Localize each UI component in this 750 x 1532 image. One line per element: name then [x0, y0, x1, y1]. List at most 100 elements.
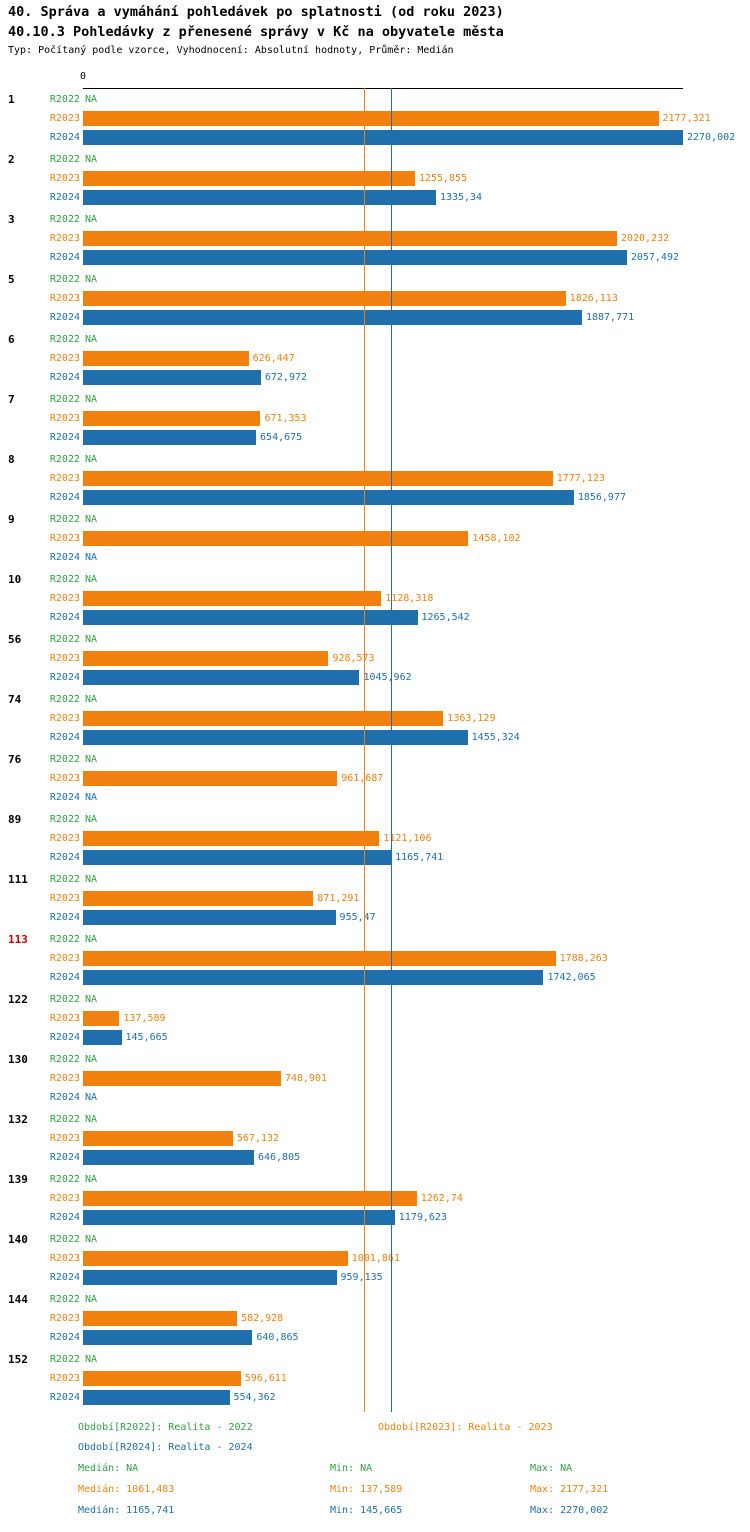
bar-row-r2023: R2023 2177,321 [0, 109, 750, 128]
bar-row-r2024: R2024 1856,977 [0, 488, 750, 507]
value-label: 137,589 [123, 1013, 166, 1024]
bar-r2023 [83, 891, 314, 906]
value-label: 640,865 [256, 1332, 299, 1343]
series-label-r2022: R2022 [49, 994, 80, 1005]
bar-track: 2270,002 [83, 128, 750, 147]
value-label: NA [85, 792, 98, 803]
bar-group-56: 56 R2022 NA R2023 928,573 R2024 1045,962 [0, 630, 750, 690]
series-label-r2024: R2024 [49, 612, 80, 623]
value-label: NA [85, 814, 98, 825]
bar-track: NA [83, 1050, 750, 1069]
bar-row-r2024: R2024 955,47 [0, 908, 750, 927]
group-id-label: 56 [8, 633, 22, 646]
bar-track: 1826,113 [83, 289, 750, 308]
bar-track: NA [83, 810, 750, 829]
bar-group-140: 140 R2022 NA R2023 1001,861 R2024 959,135 [0, 1230, 750, 1290]
series-label-r2024: R2024 [49, 1152, 80, 1163]
bar-r2024 [83, 670, 360, 685]
bar-track: NA [83, 210, 750, 229]
bar-track: 1455,324 [83, 728, 750, 747]
value-label: 672,972 [264, 372, 308, 383]
series-label-r2024: R2024 [49, 1392, 80, 1403]
series-label-r2022: R2022 [49, 1294, 80, 1305]
plot-area: 0 1 R2022 NA R2023 2177,321 R2024 2270,002 2 R20… [0, 71, 750, 1412]
bar-track: NA [83, 1290, 750, 1309]
bar-row-r2024: R2024 1265,542 [0, 608, 750, 627]
bar-row-r2024: R2024 1742,065 [0, 968, 750, 987]
bar-track: 1255,855 [83, 169, 750, 188]
bar-row-r2023: R2023 1788,263 [0, 949, 750, 968]
bar-r2024 [83, 1390, 230, 1405]
median-line-r2024 [391, 88, 393, 1412]
bar-track: 1262,74 [83, 1189, 750, 1208]
group-id-label: 89 [8, 813, 22, 826]
axis-zero-label: 0 [79, 71, 87, 82]
bar-row-r2022: R2022 NA [0, 810, 750, 829]
bar-r2023 [83, 1251, 348, 1266]
bar-track: NA [83, 570, 750, 589]
bar-track: 145,665 [83, 1028, 750, 1047]
value-label: 1045,962 [363, 672, 412, 683]
series-label-r2022: R2022 [49, 574, 80, 585]
bar-row-r2024: R2024 654,675 [0, 428, 750, 447]
value-label: 554,362 [233, 1392, 276, 1403]
value-label: 671,353 [264, 413, 307, 424]
bar-row-r2022: R2022 NA [0, 150, 750, 169]
bar-r2023 [83, 411, 261, 426]
bar-row-r2023: R2023 1777,123 [0, 469, 750, 488]
value-label: NA [85, 214, 98, 225]
bar-row-r2022: R2022 NA [0, 1230, 750, 1249]
bar-track: NA [83, 1110, 750, 1129]
bar-r2023 [83, 291, 566, 306]
series-label-r2023: R2023 [49, 173, 80, 184]
bar-row-r2022: R2022 NA [0, 1050, 750, 1069]
stats-median-r2023: Medián: 1061,483 [78, 1484, 175, 1495]
bar-track: NA [83, 510, 750, 529]
value-label: NA [85, 874, 98, 885]
stats-max-r2023: Max: 2177,321 [530, 1484, 609, 1495]
bar-track: 1335,34 [83, 188, 750, 207]
bar-r2023 [83, 1131, 233, 1146]
value-label: 145,665 [125, 1032, 168, 1043]
bar-track: 748,901 [83, 1069, 750, 1088]
group-id-label: 9 [8, 513, 15, 526]
bar-track: 137,589 [83, 1009, 750, 1028]
value-label: 1265,542 [421, 612, 470, 623]
bar-track: NA [83, 270, 750, 289]
chart-title-line2: 40.10.3 Pohledávky z přenesené správy v … [8, 24, 504, 40]
series-label-r2023: R2023 [49, 1313, 80, 1324]
series-label-r2023: R2023 [49, 413, 80, 424]
series-label-r2024: R2024 [49, 492, 80, 503]
bar-r2023 [83, 171, 415, 186]
bar-r2023 [83, 351, 249, 366]
series-label-r2023: R2023 [49, 293, 80, 304]
bar-group-10: 10 R2022 NA R2023 1128,318 R2024 1265,542 [0, 570, 750, 630]
series-label-r2023: R2023 [49, 113, 80, 124]
bar-row-r2023: R2023 928,573 [0, 649, 750, 668]
bar-row-r2024: R2024 2057,492 [0, 248, 750, 267]
bar-track: NA [83, 630, 750, 649]
bar-row-r2024: R2024 672,972 [0, 368, 750, 387]
value-label: 2020,232 [620, 233, 670, 244]
bar-row-r2024: R2024 554,362 [0, 1388, 750, 1407]
series-label-r2024: R2024 [49, 672, 80, 683]
bar-track: NA [83, 1088, 750, 1107]
bar-row-r2023: R2023 1262,74 [0, 1189, 750, 1208]
bar-row-r2024: R2024 1045,962 [0, 668, 750, 687]
bar-track: 2057,492 [83, 248, 750, 267]
chart-title-line1: 40. Správa a vymáhání pohledávek po spla… [8, 4, 504, 20]
stats-summary: Medián: NA Min: NA Max: NA Medián: 1061,483… [78, 1463, 738, 1526]
bar-row-r2022: R2022 NA [0, 1110, 750, 1129]
legend-item-r2023: Období[R2023]: Realita - 2023 [378, 1422, 553, 1433]
bar-track: NA [83, 450, 750, 469]
value-label: 1262,74 [420, 1193, 463, 1204]
median-line-r2023 [363, 88, 365, 1412]
series-label-r2023: R2023 [49, 1073, 80, 1084]
series-label-r2022: R2022 [49, 214, 80, 225]
bar-group-7: 7 R2022 NA R2023 671,353 R2024 654,675 [0, 390, 750, 450]
bar-row-r2023: R2023 596,611 [0, 1369, 750, 1388]
value-label: 646,805 [257, 1152, 301, 1163]
value-label: NA [85, 1174, 98, 1185]
series-label-r2024: R2024 [49, 1092, 80, 1103]
bar-r2024 [83, 730, 468, 745]
